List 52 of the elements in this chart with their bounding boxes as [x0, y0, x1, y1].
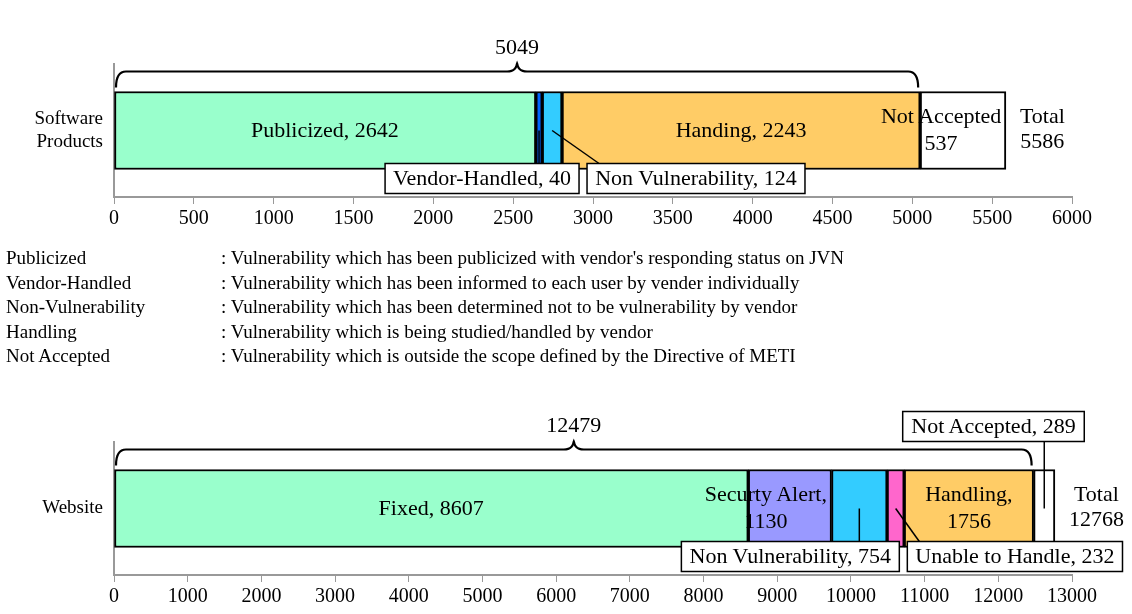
data-label: Publicized, 2642: [250, 116, 399, 142]
data-label: Non Vulnerability, 754: [689, 542, 892, 568]
x-tick-label: 3000: [315, 584, 356, 607]
x-tick-label: 6000: [1052, 206, 1092, 229]
text: : Vulnerability which has been informed to each user by vender individually: [221, 270, 801, 295]
x-tick-label: 7000: [609, 584, 650, 607]
x-tick-label: 11000: [899, 584, 950, 607]
x-tick-label: 2000: [241, 584, 282, 607]
x-tick-label: 5500: [972, 206, 1013, 229]
x-tick-label: 2500: [493, 206, 534, 229]
text: Handling: [6, 319, 78, 344]
x-tick-label: 12000: [973, 584, 1024, 607]
text: : Vulnerability which is being studied/handled by vendor: [221, 319, 654, 344]
x-tick-label: 0: [109, 206, 119, 229]
x-tick-label: 2000: [413, 206, 454, 229]
x-tick-label: 4000: [388, 584, 429, 607]
x-tick-label: 0: [109, 584, 119, 607]
y-tick-label: Website: [42, 496, 103, 518]
x-tick-label: 1500: [333, 206, 374, 229]
data-label: Non Vulnerability, 124: [595, 164, 797, 190]
data-label: Handing, 2243: [675, 116, 807, 142]
x-tick-label: 3000: [573, 206, 613, 229]
x-tick-label: 3500: [652, 206, 693, 229]
x-tick-label: 5000: [462, 584, 503, 607]
text: : Vulnerability which has been determined not to be vulnerability by vendor: [221, 295, 799, 319]
text: Non-Vulnerability: [6, 295, 147, 319]
x-tick-label: 4000: [732, 206, 773, 229]
text: Not Accepted: [6, 344, 111, 368]
x-tick-label: 9000: [757, 584, 798, 607]
data-label: Handling, 1756: [925, 480, 1013, 533]
annotation: Total 12768: [1068, 481, 1124, 532]
text: 12479: [546, 411, 602, 437]
x-tick-label: 8000: [683, 584, 724, 607]
x-tick-label: 1000: [167, 584, 208, 607]
y-tick-label: Software Products: [34, 107, 103, 151]
x-tick-label: 1000: [253, 206, 294, 229]
x-tick-label: 500: [178, 206, 209, 229]
data-label: Vendor-Handled, 40: [393, 164, 572, 190]
data-label: Fixed, 8607: [378, 494, 484, 520]
text: Vendor-Handled: [6, 270, 133, 295]
x-tick-label: 13000: [1047, 584, 1097, 607]
text: Publicized: [6, 246, 88, 270]
data-label: Unable to Handle, 232: [915, 542, 1115, 568]
text: 5049: [495, 33, 540, 59]
text: : Vulnerability which has been publicized with vendor's responding status on JVN: [221, 246, 846, 270]
annotation: Total 5586: [1019, 103, 1065, 154]
x-tick-label: 4500: [812, 206, 853, 229]
x-tick-label: 6000: [536, 584, 577, 607]
x-tick-label: 10000: [825, 584, 876, 607]
x-tick-label: 5000: [892, 206, 933, 229]
text: : Vulnerability which is outside the scope defined by the Directive of METI: [221, 344, 797, 368]
data-label: Not Accepted, 289: [911, 412, 1076, 438]
